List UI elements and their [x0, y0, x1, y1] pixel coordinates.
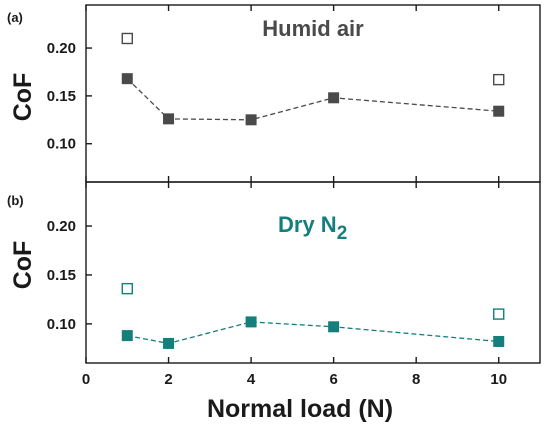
panel-a-open-marker: [121, 32, 133, 45]
panel-a-filled-marker: [245, 114, 257, 126]
panel-b-title-main: Dry N: [278, 212, 337, 237]
panel-a-open-marker: [493, 73, 505, 86]
panel-a-title: Humid air: [262, 16, 364, 41]
x-tick-label: 4: [247, 371, 256, 388]
x-tick-label: 8: [412, 371, 420, 388]
panel-b-y-axis-title: CoF: [9, 241, 37, 290]
panel-a-filled-marker: [493, 105, 505, 117]
panel-b-filled-marker: [245, 316, 257, 328]
panel-a-y-tick-label: 0.20: [47, 40, 76, 57]
x-tick-label: 2: [164, 371, 172, 388]
panel-b-title-subscript: 2: [337, 223, 348, 244]
panel-a-series-line: [126, 78, 499, 121]
x-tick-label: 0: [82, 371, 90, 388]
panel-a-y-tick-label: 0.15: [47, 88, 76, 105]
panel-a: (a) Humid air CoF 0.10 0.15 0.20: [7, 4, 541, 183]
panel-b-frame: [85, 181, 541, 364]
panel-b: (b) Dry N2 CoF 0.100.150.200 2 4 6 8 10: [7, 181, 541, 388]
panel-a-filled-marker: [328, 92, 340, 104]
panel-b-y-tick-label: 0.20: [47, 218, 76, 235]
panel-b-filled-marker: [328, 321, 340, 333]
panel-a-y-tick-label: 0.10: [47, 136, 76, 153]
x-axis-title: Normal load (N): [207, 395, 393, 423]
panel-b-title: Dry N2: [278, 212, 347, 244]
panel-b-series-line: [127, 321, 499, 345]
panel-b-filled-marker: [493, 335, 505, 347]
panel-b-y-tick-label: 0.10: [47, 316, 76, 333]
x-tick-label: 6: [329, 371, 337, 388]
panel-b-open-marker: [121, 282, 133, 295]
panel-b-filled-marker: [121, 330, 133, 342]
panel-a-filled-marker: [121, 73, 133, 85]
panel-b-y-tick-label: 0.15: [47, 267, 76, 284]
panel-b-filled-marker: [163, 337, 175, 349]
panel-a-y-axis-title: CoF: [9, 73, 37, 122]
x-tick-label: 10: [490, 371, 507, 388]
panel-a-filled-marker: [163, 113, 175, 125]
panel-b-letter: (b): [7, 193, 24, 208]
panel-b-open-marker: [493, 308, 505, 320]
panel-a-letter: (a): [7, 10, 23, 25]
